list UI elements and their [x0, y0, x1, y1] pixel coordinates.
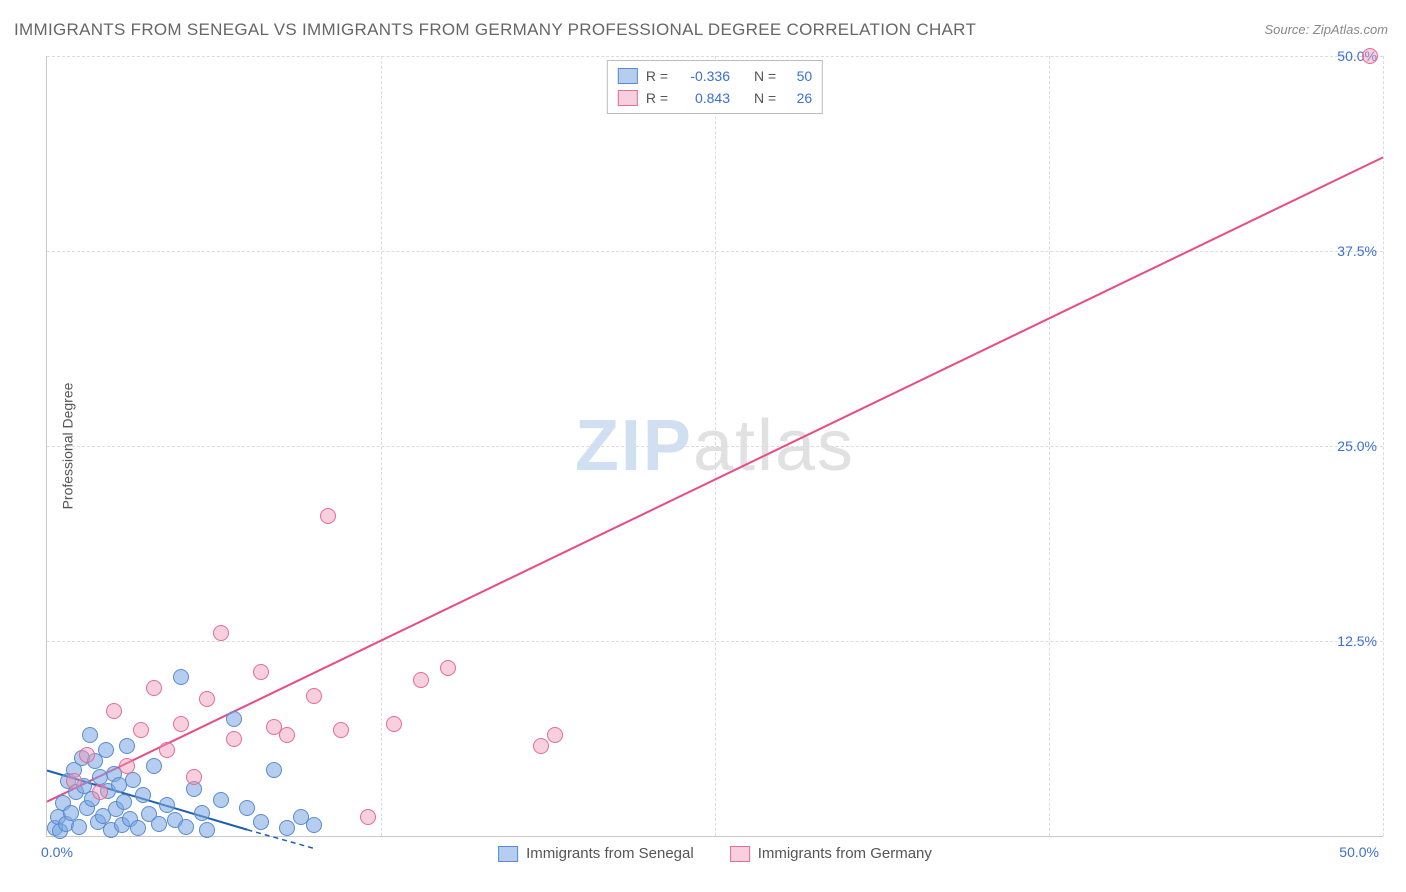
data-point-germany: [533, 738, 549, 754]
data-point-germany: [66, 773, 82, 789]
legend-label-senegal: Immigrants from Senegal: [526, 845, 694, 862]
data-point-senegal: [266, 762, 282, 778]
data-point-germany: [306, 688, 322, 704]
legend-swatch-senegal: [498, 846, 518, 862]
legend-swatch-germany: [730, 846, 750, 862]
trend-line-germany: [47, 157, 1383, 801]
data-point-germany: [320, 508, 336, 524]
data-point-senegal: [82, 727, 98, 743]
data-point-senegal: [199, 822, 215, 838]
data-point-germany: [119, 758, 135, 774]
data-point-germany: [547, 727, 563, 743]
data-point-germany: [253, 664, 269, 680]
data-point-germany: [213, 625, 229, 641]
x-tick-max: 50.0%: [1339, 844, 1379, 860]
data-point-germany: [413, 672, 429, 688]
legend-stat-row-senegal: R = -0.336 N = 50: [618, 65, 812, 87]
legend-series: Immigrants from Senegal Immigrants from G…: [498, 845, 932, 862]
legend-n-value-germany: 26: [784, 87, 812, 109]
data-point-germany: [440, 660, 456, 676]
data-point-senegal: [135, 787, 151, 803]
data-point-senegal: [119, 738, 135, 754]
data-point-senegal: [116, 794, 132, 810]
legend-swatch-germany: [618, 90, 638, 106]
source-attribution: Source: ZipAtlas.com: [1264, 22, 1388, 37]
data-point-germany: [92, 784, 108, 800]
legend-swatch-senegal: [618, 68, 638, 84]
data-point-germany: [360, 809, 376, 825]
gridline-vertical: [1383, 56, 1384, 836]
data-point-germany: [79, 747, 95, 763]
data-point-senegal: [173, 669, 189, 685]
data-point-senegal: [178, 819, 194, 835]
legend-r-value-germany: 0.843: [676, 87, 730, 109]
chart-title: IMMIGRANTS FROM SENEGAL VS IMMIGRANTS FR…: [14, 20, 976, 40]
data-point-germany: [386, 716, 402, 732]
legend-n-label: N =: [754, 65, 776, 87]
data-point-senegal: [253, 814, 269, 830]
data-point-germany: [333, 722, 349, 738]
data-point-senegal: [279, 820, 295, 836]
legend-item-senegal: Immigrants from Senegal: [498, 845, 694, 862]
data-point-germany: [173, 716, 189, 732]
data-point-germany: [146, 680, 162, 696]
legend-n-label: N =: [754, 87, 776, 109]
data-point-senegal: [239, 800, 255, 816]
data-point-senegal: [194, 805, 210, 821]
legend-r-value-senegal: -0.336: [676, 65, 730, 87]
data-point-germany: [1362, 48, 1378, 64]
data-point-senegal: [146, 758, 162, 774]
data-point-senegal: [98, 742, 114, 758]
data-point-germany: [226, 731, 242, 747]
data-point-senegal: [125, 772, 141, 788]
data-point-senegal: [213, 792, 229, 808]
legend-item-germany: Immigrants from Germany: [730, 845, 932, 862]
data-point-senegal: [306, 817, 322, 833]
legend-r-label: R =: [646, 87, 668, 109]
data-point-senegal: [130, 820, 146, 836]
data-point-germany: [199, 691, 215, 707]
data-point-germany: [106, 703, 122, 719]
legend-stat-row-germany: R = 0.843 N = 26: [618, 87, 812, 109]
data-point-senegal: [151, 816, 167, 832]
trend-lines: [47, 56, 1383, 836]
data-point-germany: [279, 727, 295, 743]
data-point-germany: [159, 742, 175, 758]
x-tick-min: 0.0%: [41, 844, 73, 860]
data-point-senegal: [226, 711, 242, 727]
legend-label-germany: Immigrants from Germany: [758, 845, 932, 862]
legend-r-label: R =: [646, 65, 668, 87]
chart-plot-area: ZIPatlas 12.5%25.0%37.5%50.0% 0.0% 50.0%…: [46, 56, 1383, 837]
legend-stats: R = -0.336 N = 50 R = 0.843 N = 26: [607, 60, 823, 114]
legend-n-value-senegal: 50: [784, 65, 812, 87]
data-point-germany: [186, 769, 202, 785]
data-point-senegal: [159, 797, 175, 813]
data-point-germany: [133, 722, 149, 738]
data-point-senegal: [71, 819, 87, 835]
